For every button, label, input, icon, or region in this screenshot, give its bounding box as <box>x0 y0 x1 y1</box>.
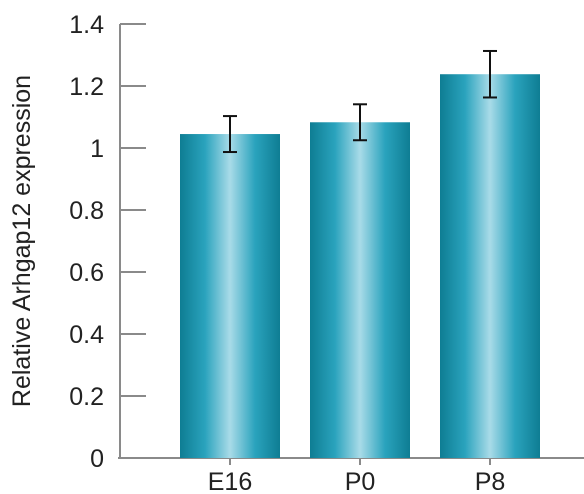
x-tick-label: P0 <box>345 468 376 494</box>
y-tick-label: 0.8 <box>69 197 104 225</box>
y-tick-label: 0.2 <box>69 383 104 411</box>
y-tick-label: 0.6 <box>69 259 104 287</box>
y-tick-label: 1.4 <box>69 11 104 39</box>
y-axis-title: Relative Arhgap12 expression <box>8 75 36 407</box>
y-tick-label: 0 <box>90 445 104 473</box>
x-tick-label: E16 <box>208 468 252 494</box>
error-bars <box>223 49 497 154</box>
bars <box>180 74 540 459</box>
x-tick-label: P8 <box>475 468 506 494</box>
y-tick-label: 1.2 <box>69 73 104 101</box>
bar-e16 <box>180 134 280 459</box>
tick-labels: 0 0.2 0.4 0.6 0.8 1 1.2 1.4 E16 P0 P8 <box>69 11 505 494</box>
bar-p0 <box>310 122 410 459</box>
y-tick-label: 1 <box>90 135 104 163</box>
bar-p8 <box>440 74 540 458</box>
y-tick-label: 0.4 <box>69 321 104 349</box>
